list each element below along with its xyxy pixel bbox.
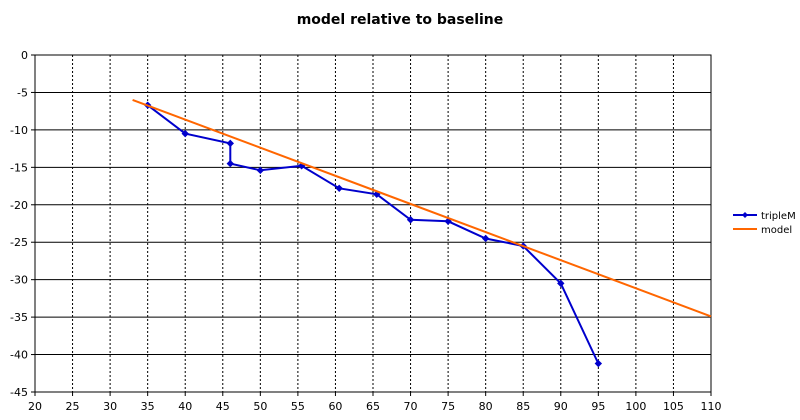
- data-point-tripleM: [226, 139, 234, 148]
- x-tick-label: 30: [103, 400, 117, 413]
- x-tick-label: 55: [291, 400, 305, 413]
- legend: tripleM model: [733, 211, 796, 236]
- grid-layer: [35, 54, 711, 393]
- x-tick-label: 75: [441, 400, 455, 413]
- x-tick-label: 110: [701, 400, 722, 413]
- data-point-tripleM: [444, 217, 452, 225]
- legend-marker-tripleM: [742, 212, 748, 218]
- y-tick-label: -5: [17, 86, 28, 99]
- x-tick-label: 105: [663, 400, 684, 413]
- x-tick-label: 35: [141, 400, 155, 413]
- y-tick-label: -30: [10, 274, 28, 287]
- data-point-tripleM: [226, 159, 234, 168]
- x-tick-label: 90: [554, 400, 568, 413]
- legend-label-tripleM: tripleM: [761, 211, 796, 222]
- data-point-tripleM: [406, 216, 415, 224]
- legend-label-model: model: [761, 225, 792, 236]
- x-tick-label: 45: [216, 400, 230, 413]
- y-tick-label: -40: [10, 349, 28, 362]
- x-tick-label: 20: [28, 400, 42, 413]
- series-layer: [132, 98, 712, 368]
- data-point-tripleM: [594, 359, 603, 368]
- x-tick-label: 80: [479, 400, 493, 413]
- y-tick-label: -20: [10, 199, 28, 212]
- data-point-tripleM: [256, 166, 265, 175]
- data-point-tripleM: [181, 129, 189, 138]
- x-tick-label: 25: [66, 400, 80, 413]
- y-tick-label: -45: [10, 386, 28, 399]
- x-tick-label: 65: [366, 400, 380, 413]
- x-tick-label: 40: [178, 400, 192, 413]
- x-tick-label: 60: [328, 400, 342, 413]
- x-tick-label: 85: [516, 400, 530, 413]
- y-tick-label: -10: [10, 124, 28, 137]
- chart-title: model relative to baseline: [297, 12, 504, 28]
- x-tick-label: 50: [253, 400, 267, 413]
- data-point-tripleM: [557, 279, 565, 288]
- x-tick-label: 95: [591, 400, 605, 413]
- series-line-model: [132, 98, 712, 318]
- y-tick-label: -15: [10, 161, 28, 174]
- data-point-tripleM: [335, 184, 343, 193]
- x-tick-label: 100: [625, 400, 646, 413]
- plot-area-frame: [34, 54, 712, 393]
- x-tick-label: 70: [404, 400, 418, 413]
- y-tick-label: -25: [10, 236, 28, 249]
- y-tick-label: 0: [21, 49, 28, 62]
- y-tick-label: -35: [10, 311, 28, 324]
- data-point-tripleM: [481, 234, 490, 243]
